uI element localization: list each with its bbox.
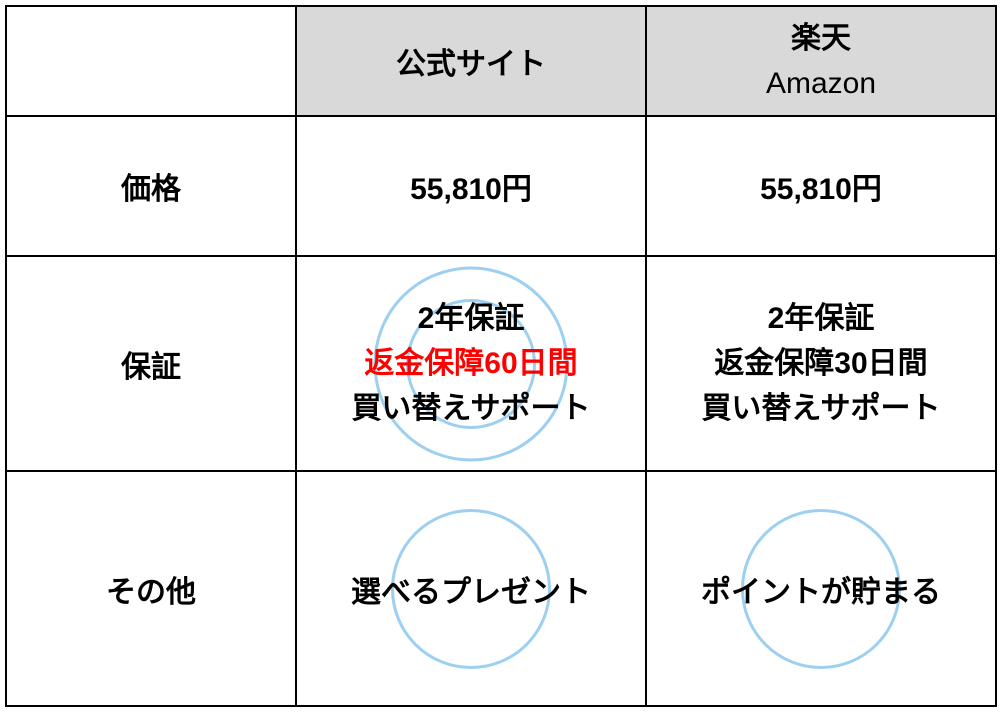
- warranty-site2-line1: 2年保証: [647, 296, 995, 341]
- other-label: その他: [6, 471, 296, 706]
- price-label: 価格: [6, 116, 296, 256]
- price-site2: 55,810円: [646, 116, 996, 256]
- header-site1: 公式サイト: [296, 6, 646, 116]
- warranty-site1-line1: 2年保証: [297, 296, 645, 341]
- other-row: その他 選べるプレゼント ポイントが貯まる: [6, 471, 996, 706]
- other-site2-text: ポイントが貯まる: [701, 576, 941, 609]
- header-site1-text: 公式サイト: [396, 48, 546, 81]
- warranty-label: 保証: [6, 256, 296, 471]
- header-row: 公式サイト 楽天 Amazon: [6, 6, 996, 116]
- other-site1-text: 選べるプレゼント: [351, 576, 591, 609]
- warranty-site1: 2年保証 返金保障60日間 買い替えサポート: [296, 256, 646, 471]
- other-site1: 選べるプレゼント: [296, 471, 646, 706]
- header-site2-line2: Amazon: [647, 61, 995, 106]
- header-site2-line1: 楽天: [647, 16, 995, 61]
- warranty-site2: 2年保証 返金保障30日間 買い替えサポート: [646, 256, 996, 471]
- header-site2: 楽天 Amazon: [646, 6, 996, 116]
- warranty-site2-line3: 買い替えサポート: [647, 386, 995, 431]
- warranty-row: 保証 2年保証 返金保障60日間 買い替えサポート 2年保証 返金保障30日間 …: [6, 256, 996, 471]
- other-site2: ポイントが貯まる: [646, 471, 996, 706]
- price-site1: 55,810円: [296, 116, 646, 256]
- warranty-site1-line3: 買い替えサポート: [297, 386, 645, 431]
- warranty-site2-line2: 返金保障30日間: [647, 341, 995, 386]
- comparison-table: 公式サイト 楽天 Amazon 価格 55,810円 55,810円 保証 2年…: [5, 5, 997, 707]
- warranty-site1-line2: 返金保障60日間: [297, 341, 645, 386]
- header-empty: [6, 6, 296, 116]
- price-row: 価格 55,810円 55,810円: [6, 116, 996, 256]
